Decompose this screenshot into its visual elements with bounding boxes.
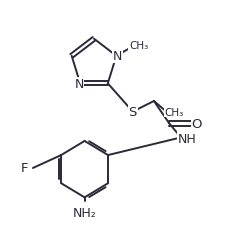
Text: S: S bbox=[129, 106, 137, 118]
Text: N: N bbox=[113, 50, 122, 63]
Text: CH₃: CH₃ bbox=[165, 107, 184, 117]
Text: CH₃: CH₃ bbox=[129, 41, 148, 51]
Text: NH: NH bbox=[178, 132, 197, 145]
Text: O: O bbox=[192, 117, 202, 130]
Text: N: N bbox=[74, 78, 84, 91]
Text: NH₂: NH₂ bbox=[73, 206, 97, 219]
Text: F: F bbox=[20, 162, 28, 175]
